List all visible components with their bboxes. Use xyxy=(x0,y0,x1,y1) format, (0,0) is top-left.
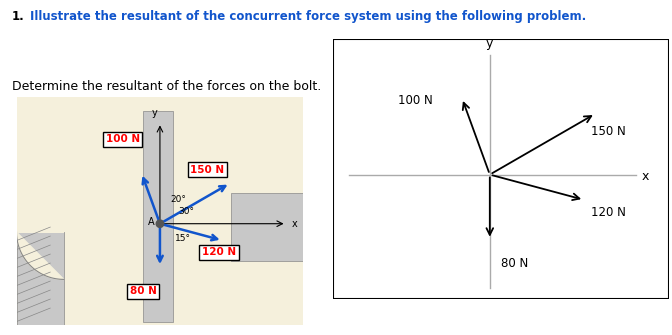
Text: 80 N: 80 N xyxy=(501,257,528,270)
Text: 1.: 1. xyxy=(12,10,25,23)
Text: 120 N: 120 N xyxy=(591,206,626,219)
Text: Illustrate the resultant of the concurrent force system using the following prob: Illustrate the resultant of the concurre… xyxy=(30,10,587,23)
FancyBboxPatch shape xyxy=(17,232,64,325)
FancyBboxPatch shape xyxy=(17,97,303,325)
Text: A: A xyxy=(148,217,155,227)
Text: x: x xyxy=(292,219,297,229)
Text: 120 N: 120 N xyxy=(202,247,236,257)
Text: y: y xyxy=(152,108,158,118)
Text: Determine the resultant of the forces on the bolt.: Determine the resultant of the forces on… xyxy=(12,80,321,93)
Text: 15°: 15° xyxy=(175,233,191,243)
Text: x: x xyxy=(642,170,649,183)
Text: 20°: 20° xyxy=(170,195,186,204)
Text: 80 N: 80 N xyxy=(130,286,157,296)
FancyBboxPatch shape xyxy=(333,39,669,299)
Text: 100 N: 100 N xyxy=(106,134,140,144)
Polygon shape xyxy=(17,232,64,279)
FancyBboxPatch shape xyxy=(230,193,303,261)
Text: 150 N: 150 N xyxy=(591,125,626,138)
Text: y: y xyxy=(486,37,493,50)
Text: 30°: 30° xyxy=(179,207,194,216)
Text: 100 N: 100 N xyxy=(398,94,432,108)
Circle shape xyxy=(156,220,164,227)
Text: 150 N: 150 N xyxy=(190,165,224,175)
FancyBboxPatch shape xyxy=(143,111,173,322)
